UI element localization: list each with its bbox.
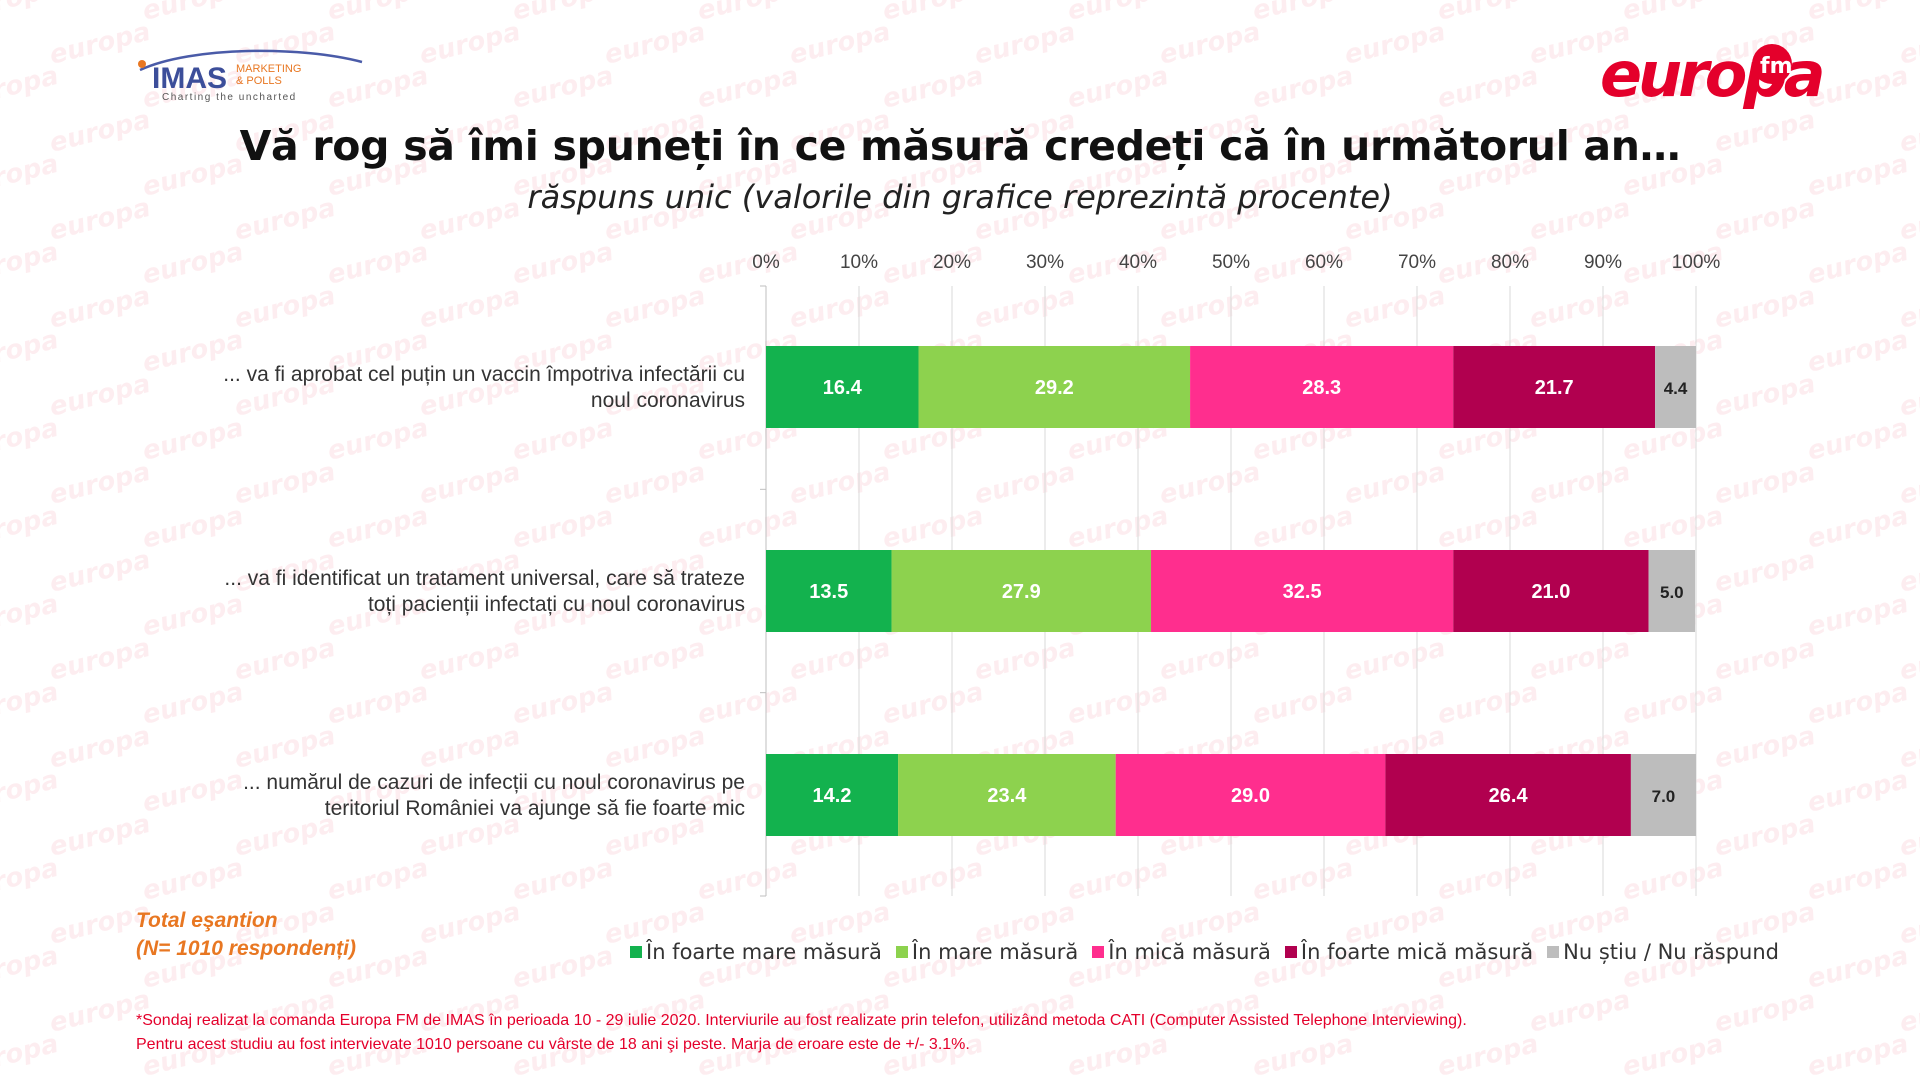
bar-value-label: 29.2: [1035, 377, 1074, 399]
legend-item-foarte-mica: În foarte mică măsură: [1284, 940, 1534, 964]
footnote-line-2: Pentru acest studiu au fost intervievate…: [136, 1036, 970, 1053]
x-tick-label: 40%: [1119, 252, 1157, 273]
legend-item-mica: În mică măsură: [1092, 940, 1271, 964]
bar-segment: [766, 754, 899, 836]
legend-label-foarte-mare: În foarte mare măsură: [646, 940, 882, 964]
europa-fm-logo: europa fm: [1600, 40, 1826, 111]
bar-segment: [1655, 346, 1696, 428]
bar-segment: [766, 346, 919, 428]
legend-swatch-nu-stiu: [1547, 946, 1560, 958]
x-tick-label: 80%: [1491, 252, 1529, 273]
legend-label-foarte-mica: În foarte mică măsură: [1300, 940, 1534, 964]
imas-logo-tagline: Charting the uncharted: [162, 92, 297, 103]
x-tick-label: 10%: [840, 252, 878, 273]
chart-legend: În foarte mare măsură În mare măsură În …: [630, 940, 1779, 964]
bar-value-label: 26.4: [1489, 785, 1529, 807]
bar-segment: [918, 346, 1191, 428]
bar-segment: [1453, 550, 1649, 632]
bar-value-label: 14.2: [813, 785, 852, 807]
bar-value-label: 5.0: [1660, 583, 1684, 602]
x-tick-label: 30%: [1026, 252, 1064, 273]
category-label-1-line2: noul coronavirus: [590, 389, 745, 412]
legend-swatch-mare: [895, 946, 908, 958]
legend-swatch-foarte-mica: [1284, 946, 1297, 958]
europa-logo-fm: fm: [1760, 54, 1793, 79]
category-label-2-line2: toți pacienții infectați cu noul coronav…: [367, 593, 745, 616]
bar-segment: [898, 754, 1116, 836]
bar-value-label: 21.7: [1535, 377, 1574, 399]
bar-value-label: 4.4: [1664, 379, 1688, 398]
category-label-3-line2: teritoriul României va ajunge să fie foa…: [324, 797, 745, 820]
bar-value-label: 28.3: [1302, 377, 1341, 399]
bar-segment: [1151, 550, 1454, 632]
x-tick-label: 20%: [933, 252, 971, 273]
category-label-3: ... numărul de cazuri de infecții cu nou…: [145, 770, 745, 822]
legend-item-foarte-mare: În foarte mare măsură: [630, 940, 882, 964]
sample-total-label: Total eşantion: [136, 909, 278, 932]
bar-value-label: 7.0: [1652, 787, 1676, 806]
category-label-1: ... va fi aprobat cel puțin un vaccin îm…: [145, 362, 745, 414]
imas-logo: IMAS MARKETING & POLLS Charting the unch…: [138, 49, 363, 103]
category-label-2: ... va fi identificat un tratament unive…: [145, 566, 745, 618]
x-tick-label: 90%: [1584, 252, 1622, 273]
legend-swatch-foarte-mare: [630, 946, 642, 958]
bar-segment: [766, 550, 892, 632]
bar-value-label: 16.4: [823, 377, 863, 399]
x-tick-label: 100%: [1672, 252, 1721, 273]
imas-logo-name: IMAS: [152, 62, 227, 95]
bar-segment: [1385, 754, 1631, 836]
category-label-2-line1: ... va fi identificat un tratament unive…: [224, 567, 745, 590]
legend-label-nu-stiu: Nu știu / Nu răspund: [1563, 940, 1779, 964]
legend-label-mare: În mare măsură: [911, 940, 1079, 964]
legend-item-mare: În mare măsură: [895, 940, 1079, 964]
imas-logo-line2: & POLLS: [236, 75, 282, 87]
category-label-1-line1: ... va fi aprobat cel puțin un vaccin îm…: [223, 363, 745, 386]
bar-segment: [1648, 550, 1696, 632]
bar-value-label: 32.5: [1283, 581, 1322, 603]
bar-value-label: 21.0: [1531, 581, 1570, 603]
x-tick-label: 60%: [1305, 252, 1343, 273]
imas-logo-line1: MARKETING: [236, 63, 301, 75]
sample-size-label: (N= 1010 respondenți): [136, 937, 356, 960]
category-label-3-line1: ... numărul de cazuri de infecții cu nou…: [243, 771, 745, 794]
footnote-line-1: *Sondaj realizat la comanda Europa FM de…: [136, 1012, 1467, 1029]
legend-label-mica: În mică măsură: [1108, 940, 1271, 964]
legend-item-nu-stiu: Nu știu / Nu răspund: [1547, 940, 1779, 964]
bar-segment: [1453, 346, 1656, 428]
bar-value-label: 23.4: [987, 785, 1027, 807]
bar-segment: [891, 550, 1152, 632]
page-subtitle: răspuns unic (valorile din grafice repre…: [527, 178, 1393, 216]
bar-segment: [1115, 754, 1386, 836]
bar-value-label: 27.9: [1002, 581, 1041, 603]
page-title: Vă rog să îmi spuneți în ce măsură crede…: [239, 122, 1681, 170]
legend-swatch-mica: [1092, 946, 1105, 958]
bar-value-label: 29.0: [1231, 785, 1270, 807]
bar-segment: [1630, 754, 1696, 836]
x-tick-label: 70%: [1398, 252, 1436, 273]
bar-value-label: 13.5: [809, 581, 848, 603]
x-tick-label: 50%: [1212, 252, 1250, 273]
x-tick-label: 0%: [752, 252, 780, 273]
bar-segment: [1190, 346, 1454, 428]
